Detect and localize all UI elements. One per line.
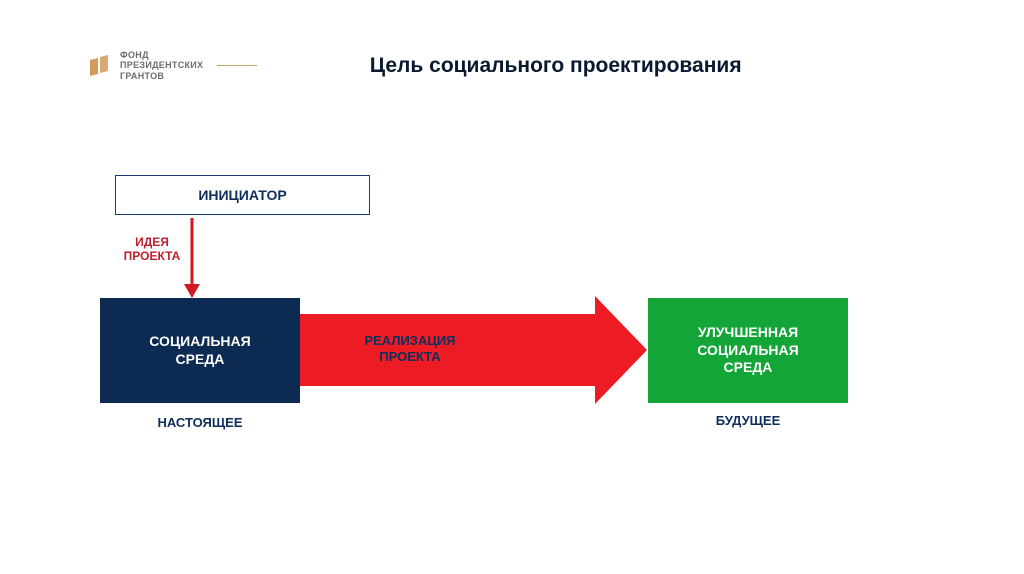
big-arrow-label: РЕАЛИЗАЦИЯ ПРОЕКТА [330,333,490,366]
social-future-line2: СОЦИАЛЬНАЯ [697,342,798,358]
social-future-box: УЛУЧШЕННАЯ СОЦИАЛЬНАЯ СРЕДА [648,298,848,403]
caption-future: БУДУЩЕЕ [648,413,848,428]
social-future-line3: СРЕДА [724,359,773,375]
header: ФОНД ПРЕЗИДЕНТСКИХ ГРАНТОВ Цель социальн… [88,50,974,81]
idea-line1: ИДЕЯ [135,235,169,249]
social-current-line2: СРЕДА [176,351,225,367]
page-title: Цель социального проектирования [137,54,974,78]
idea-line2: ПРОЕКТА [124,249,181,263]
social-future-line1: УЛУЧШЕННАЯ [698,324,798,340]
big-arrow-line2: ПРОЕКТА [379,349,440,364]
social-current-box: СОЦИАЛЬНАЯ СРЕДА [100,298,300,403]
logo-icon [88,54,112,78]
diagram: ИНИЦИАТОР ИДЕЯ ПРОЕКТА СОЦИАЛЬНАЯ СРЕДА … [0,150,1024,550]
big-arrow-line1: РЕАЛИЗАЦИЯ [364,333,455,348]
initiator-box: ИНИЦИАТОР [115,175,370,215]
down-arrow-icon [184,218,200,298]
idea-label: ИДЕЯ ПРОЕКТА [112,235,192,264]
social-current-line1: СОЦИАЛЬНАЯ [149,333,250,349]
caption-present: НАСТОЯЩЕЕ [100,415,300,430]
initiator-label: ИНИЦИАТОР [198,187,286,203]
